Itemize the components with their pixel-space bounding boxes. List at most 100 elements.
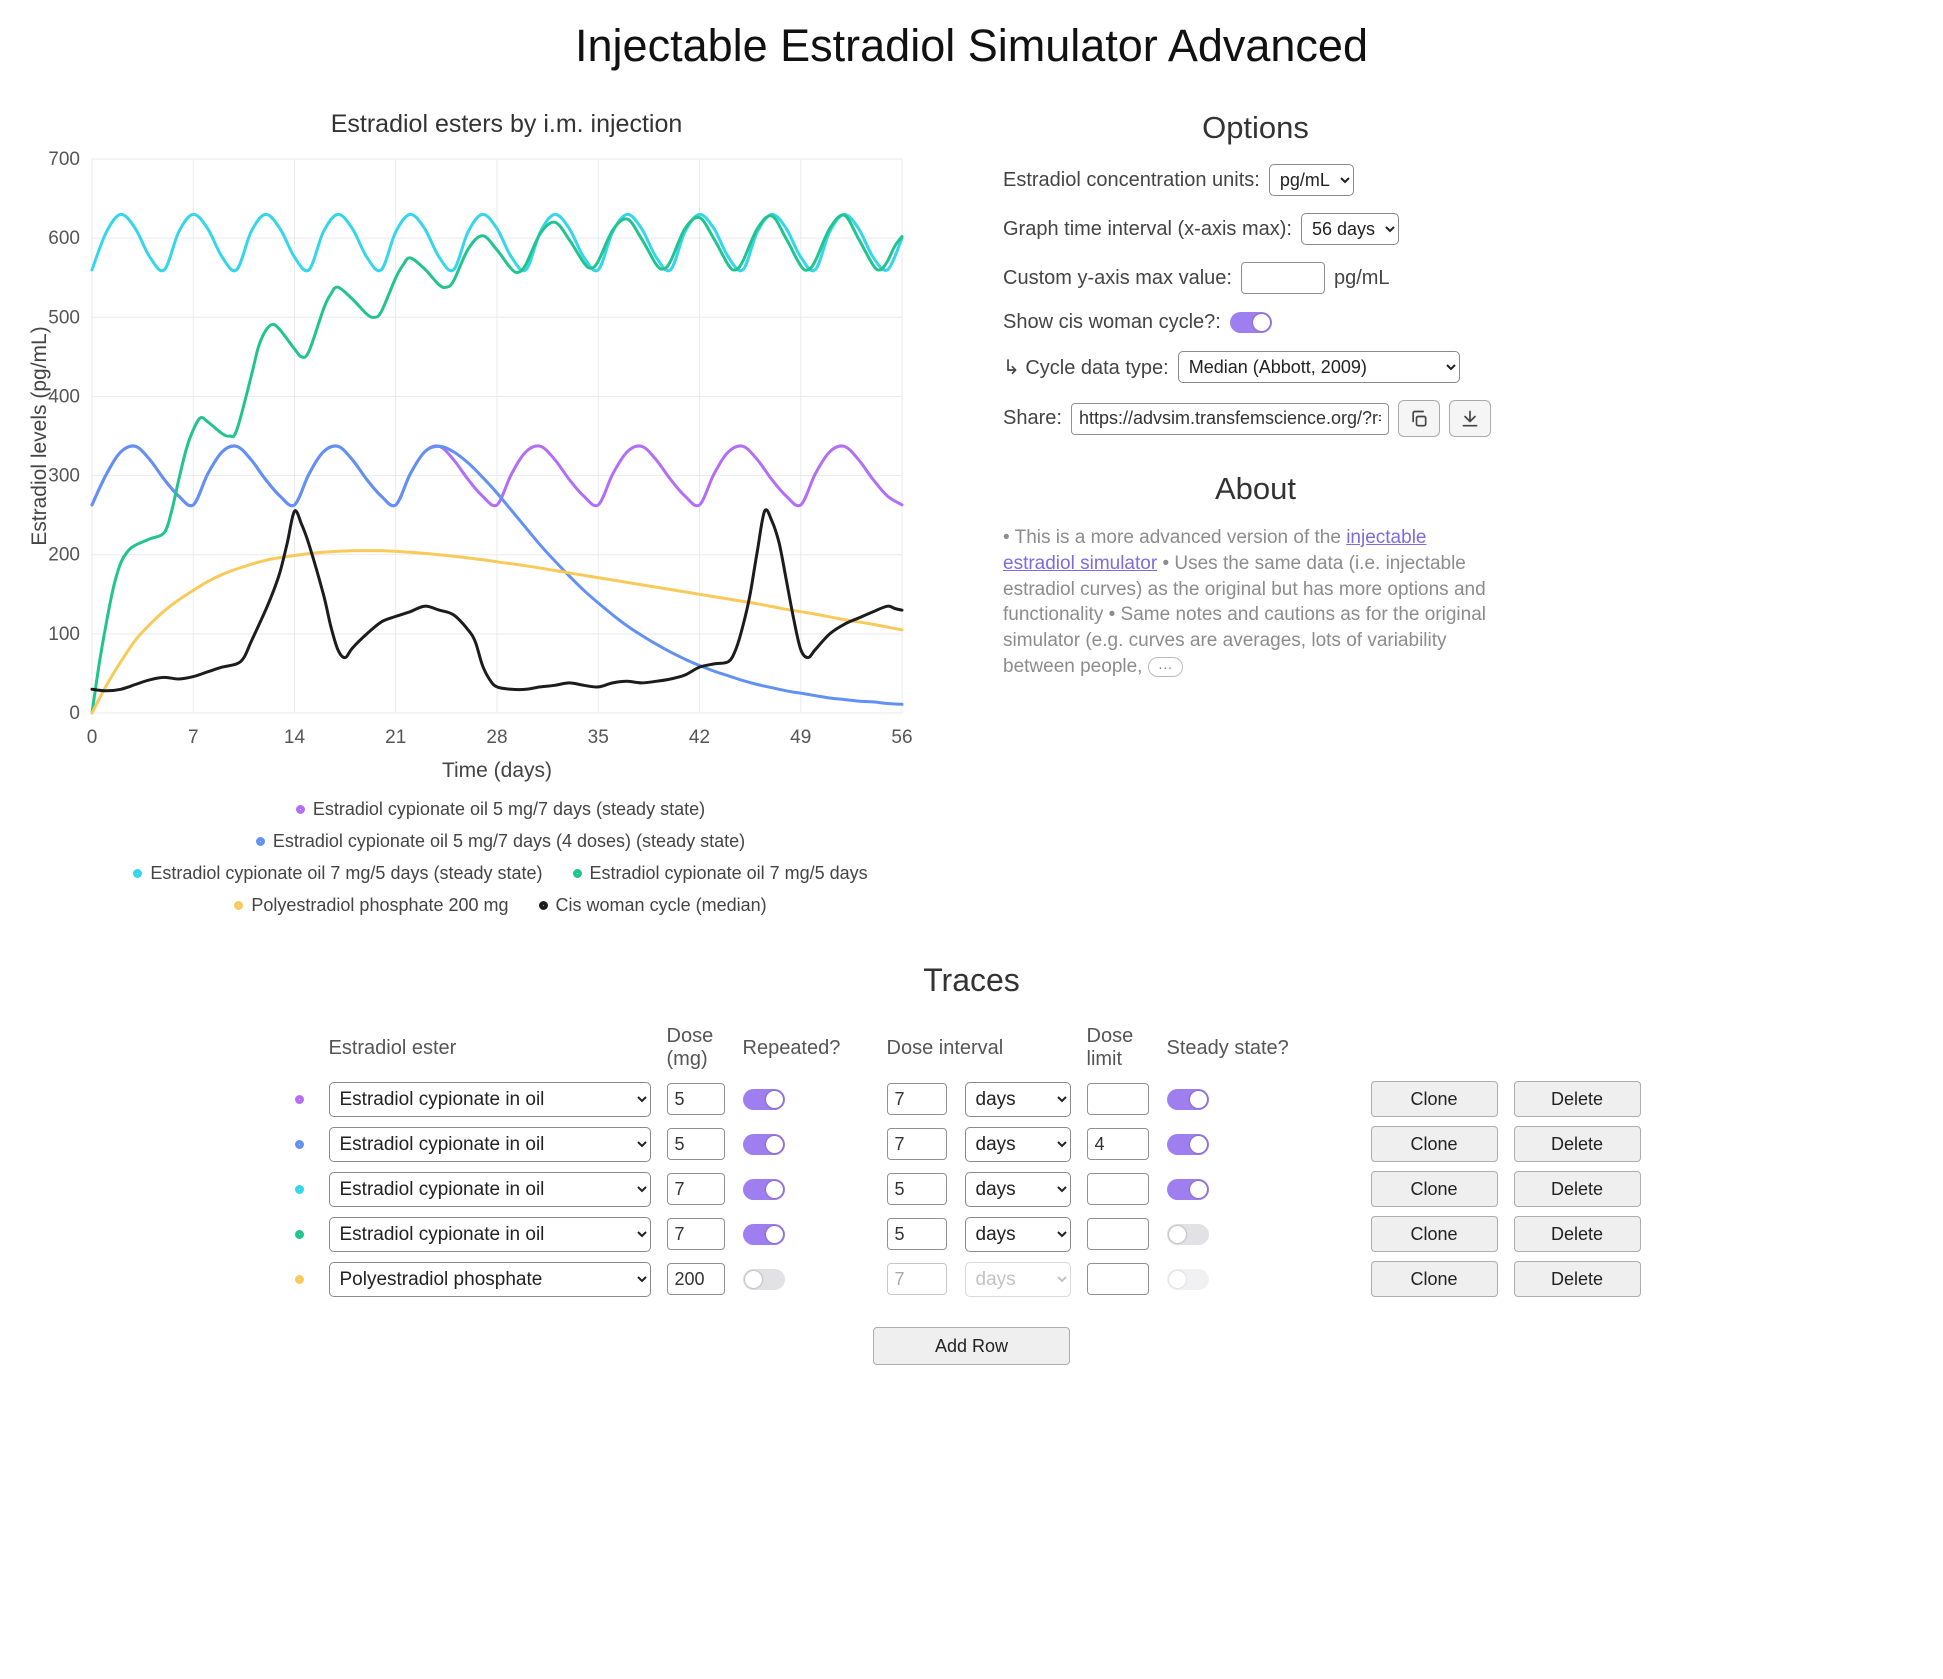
about-heading: About <box>1214 471 1296 506</box>
dose-limit-input[interactable] <box>1086 1263 1149 1295</box>
ymax-label: Custom y-axis max value: <box>1003 266 1232 289</box>
delete-button[interactable]: Delete <box>1513 1261 1641 1297</box>
x-axis-label: Time (days) <box>442 759 552 782</box>
dose-input[interactable] <box>666 1083 725 1115</box>
ester-select[interactable]: Estradiol cypionate in oil <box>328 1216 651 1252</box>
add-row-button[interactable]: Add Row <box>873 1327 1070 1365</box>
legend-label: Polyestradiol phosphate 200 mg <box>251 895 509 915</box>
toggle-knob <box>1189 1090 1207 1108</box>
clone-button[interactable]: Clone <box>1370 1216 1498 1252</box>
dose-input[interactable] <box>666 1173 725 1205</box>
x-tick-label: 56 <box>891 727 912 748</box>
steady-state-toggle[interactable] <box>1166 1223 1209 1245</box>
legend-item[interactable]: Cis woman cycle (median) <box>538 895 767 916</box>
steady-state-toggle[interactable] <box>1166 1178 1209 1200</box>
interval-unit-select[interactable]: days <box>964 1126 1071 1162</box>
legend-item[interactable]: Estradiol cypionate oil 5 mg/7 days (4 d… <box>255 831 746 852</box>
toggle-knob <box>1252 314 1270 331</box>
trace-color-icon <box>295 1229 304 1239</box>
y-tick-label: 100 <box>48 624 80 645</box>
share-row: Share: <box>1003 400 1508 437</box>
trace-color-icon <box>295 1184 304 1194</box>
toggle-knob <box>1189 1180 1207 1198</box>
share-url-input[interactable] <box>1070 402 1389 435</box>
x-tick-label: 0 <box>87 727 98 748</box>
delete-button[interactable]: Delete <box>1513 1171 1641 1207</box>
interval-unit-select[interactable]: days <box>964 1216 1071 1252</box>
download-button[interactable] <box>1448 400 1491 437</box>
trace-row: Estradiol cypionate in oil days Clone Delet… <box>287 1171 1657 1207</box>
series-line-4[interactable] <box>90 549 904 715</box>
steady-state-toggle <box>1166 1268 1209 1290</box>
ester-select[interactable]: Estradiol cypionate in oil <box>328 1171 651 1207</box>
legend-marker-icon <box>295 805 305 814</box>
ymax-input[interactable] <box>1240 262 1325 294</box>
dose-interval-input[interactable] <box>886 1173 947 1205</box>
clone-button[interactable]: Clone <box>1370 1261 1498 1297</box>
legend-marker-icon <box>538 901 548 910</box>
chart-plot[interactable]: 0 7 14 21 28 35 42 49 56 0 100 200 300 400 500 600 700 Ti… <box>28 141 918 789</box>
steady-state-toggle[interactable] <box>1166 1133 1209 1155</box>
y-tick-label: 400 <box>48 386 80 407</box>
legend-row: Estradiol cypionate oil 5 mg/7 days (ste… <box>295 799 706 820</box>
repeated-toggle[interactable] <box>742 1223 785 1245</box>
repeated-toggle[interactable] <box>742 1133 785 1155</box>
show-cycle-toggle[interactable] <box>1229 312 1272 333</box>
expand-about-button[interactable]: … <box>1147 657 1183 678</box>
repeated-toggle[interactable] <box>742 1178 785 1200</box>
copy-icon <box>1412 410 1427 426</box>
dose-limit-input[interactable] <box>1086 1173 1149 1205</box>
clone-button[interactable]: Clone <box>1370 1081 1498 1117</box>
dose-input[interactable] <box>666 1263 725 1295</box>
delete-button[interactable]: Delete <box>1513 1216 1641 1252</box>
legend-marker-icon <box>572 869 582 878</box>
series-line-5[interactable] <box>90 508 904 693</box>
options-heading: Options <box>1202 110 1309 145</box>
main-layout: Estradiol esters by i.m. injection 0 7 14 2… <box>0 96 1943 916</box>
clone-button[interactable]: Clone <box>1370 1126 1498 1162</box>
legend-row: Estradiol cypionate oil 7 mg/5 days (ste… <box>133 863 868 884</box>
delete-button[interactable]: Delete <box>1513 1126 1641 1162</box>
legend-label: Estradiol cypionate oil 7 mg/5 days (ste… <box>150 863 543 883</box>
header-repeated: Repeated? <box>742 1036 841 1059</box>
series-line-3[interactable] <box>90 213 904 715</box>
header-dose: Dose (mg) <box>666 1025 714 1070</box>
legend-label: Estradiol cypionate oil 5 mg/7 days (ste… <box>312 799 706 819</box>
ester-select[interactable]: Estradiol cypionate in oil <box>328 1126 651 1162</box>
series-line-1[interactable] <box>90 444 904 706</box>
simulator-link[interactable]: injectable estradiol simulator <box>1003 527 1427 574</box>
legend-item[interactable]: Estradiol cypionate oil 7 mg/5 days (ste… <box>133 863 543 884</box>
dose-input[interactable] <box>666 1128 725 1160</box>
toggle-knob <box>1168 1270 1186 1288</box>
delete-button[interactable]: Delete <box>1513 1081 1641 1117</box>
ester-select[interactable]: Estradiol cypionate in oil <box>328 1081 651 1117</box>
share-label: Share: <box>1003 407 1062 429</box>
trace-color-icon <box>295 1274 304 1284</box>
units-select[interactable]: pg/mL <box>1268 164 1354 196</box>
clone-button[interactable]: Clone <box>1370 1171 1498 1207</box>
legend-item[interactable]: Polyestradiol phosphate 200 mg <box>234 895 509 916</box>
dose-limit-input[interactable] <box>1086 1128 1149 1160</box>
chart-canvas[interactable]: 0 7 14 21 28 35 42 49 56 0 100 200 300 400 500 600 700 Ti… <box>28 141 933 789</box>
repeated-toggle[interactable] <box>742 1268 785 1290</box>
dose-input[interactable] <box>666 1218 725 1250</box>
copy-link-button[interactable] <box>1397 400 1440 437</box>
y-tick-label: 300 <box>48 466 80 487</box>
interval-unit-select[interactable]: days <box>964 1171 1071 1207</box>
legend-item[interactable]: Estradiol cypionate oil 5 mg/7 days (ste… <box>295 799 706 820</box>
units-row: Estradiol concentration units: pg/mL <box>1003 164 1508 196</box>
dose-limit-input[interactable] <box>1086 1083 1149 1115</box>
dose-interval-input[interactable] <box>886 1128 947 1160</box>
time-interval-select[interactable]: 56 days <box>1300 213 1399 245</box>
interval-unit-select[interactable]: days <box>964 1081 1071 1117</box>
ester-select[interactable]: Polyestradiol phosphate <box>328 1261 651 1297</box>
legend-item[interactable]: Estradiol cypionate oil 7 mg/5 days <box>572 863 868 884</box>
cycle-type-select[interactable]: Median (Abbott, 2009) <box>1177 351 1460 383</box>
dose-interval-input[interactable] <box>886 1218 947 1250</box>
dose-interval-input[interactable] <box>886 1083 947 1115</box>
legend-label: Estradiol cypionate oil 5 mg/7 days (4 d… <box>272 831 746 851</box>
download-icon <box>1462 410 1478 426</box>
repeated-toggle[interactable] <box>742 1088 785 1110</box>
dose-limit-input[interactable] <box>1086 1218 1149 1250</box>
steady-state-toggle[interactable] <box>1166 1088 1209 1110</box>
